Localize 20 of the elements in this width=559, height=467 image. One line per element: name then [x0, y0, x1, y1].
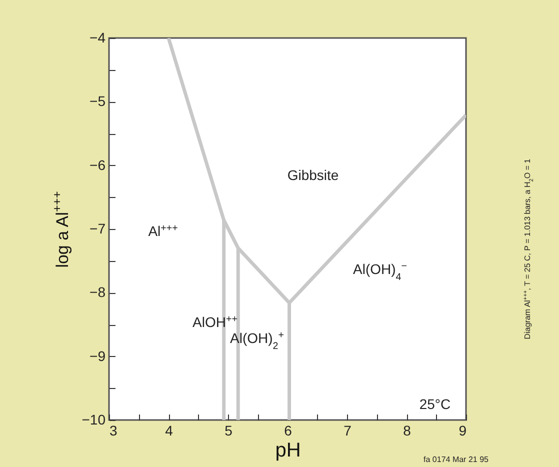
- annotation: Al$^{+++}$: [148, 222, 178, 239]
- annotation: AlOH$^{++}$: [192, 314, 238, 330]
- annotation: 25°C: [419, 396, 451, 412]
- y-tick-label: −10: [82, 412, 106, 428]
- x-axis-title: pH: [275, 440, 301, 462]
- x-tick-label: 7: [344, 422, 352, 438]
- annotation: Gibbsite: [287, 167, 339, 183]
- y-tick-label: −4: [90, 30, 106, 46]
- x-tick-label: 6: [284, 422, 292, 438]
- text: fa 0174 Mar 21 95: [424, 455, 490, 464]
- x-tick-label: 3: [110, 422, 118, 438]
- y-tick-label: −5: [90, 93, 106, 110]
- x-tick-label: 4: [165, 422, 174, 438]
- x-tick-label: 9: [458, 422, 467, 438]
- y-tick-label: −7: [90, 220, 106, 236]
- x-tick-label: 5: [224, 422, 233, 438]
- y-tick-label: −6: [90, 156, 106, 173]
- x-tick-label: 8: [403, 422, 412, 438]
- y-tick-label: −9: [90, 348, 106, 364]
- y-tick-label: −8: [90, 284, 106, 300]
